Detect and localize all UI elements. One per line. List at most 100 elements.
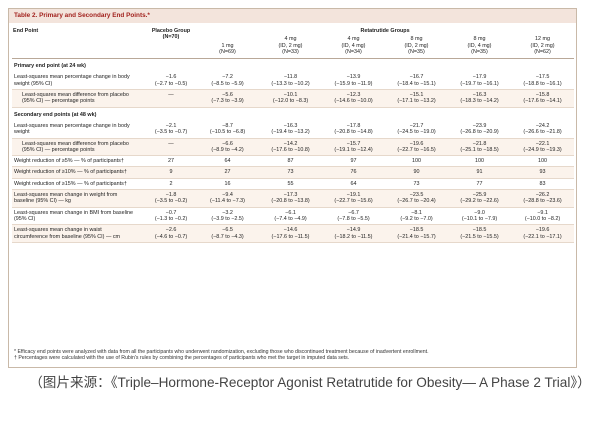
cell-line: 100 [538, 158, 548, 165]
cell: −16.3 (−18.3 to −14.2) [448, 89, 511, 108]
column-header: 8 mg (ID, 2 mg) (N=35) [385, 35, 448, 60]
cell: −10.1 (−12.0 to −8.3) [259, 89, 322, 108]
cell-line: (−21.4 to −15.7) [397, 233, 436, 240]
cell: −23.5 (−26.7 to −20.4) [385, 189, 448, 208]
cell-line: (−20.8 to −14.8) [334, 129, 373, 136]
cell-line: −16.3 [283, 122, 298, 129]
cell-line: 2 [169, 180, 173, 187]
cell: −18.5 (−21.5 to −15.5) [448, 224, 511, 243]
data-row: Least-squares mean change in weight from… [12, 189, 575, 208]
end-point-header: End Point [12, 27, 146, 60]
header-line: 4 mg [284, 36, 297, 43]
cell-line: −23.5 [409, 192, 424, 199]
cell-line: (−13.3 to −10.2) [271, 80, 310, 87]
cell-line: −3.2 [222, 209, 233, 216]
cell: −25.9 (−29.2 to −22.6) [448, 189, 511, 208]
data-row: Weight reduction of ≥5% — % of participa… [12, 155, 575, 168]
cell: −6.1 (−7.4 to −4.9) [259, 207, 322, 226]
cell: 91 [448, 166, 511, 179]
cell-line: (−18.3 to −14.2) [460, 98, 499, 105]
cell: −15.7 (−19.1 to −12.4) [322, 138, 385, 157]
cell: −17.3 (−20.8 to −13.8) [259, 189, 322, 208]
cell-line: −21.7 [409, 122, 424, 129]
table-frame: Table 2. Primary and Secondary End Point… [8, 8, 577, 368]
cell-line: −13.9 [346, 74, 361, 81]
cell: — [146, 89, 196, 108]
cell-line: (−19.4 to −13.2) [271, 129, 310, 136]
row-label: Weight reduction of ≥5% — % of participa… [12, 155, 146, 168]
cell-line: (−14.6 to −10.0) [334, 98, 373, 105]
cell-line: −6.5 [222, 227, 233, 234]
cell: −0.7 (−1.3 to −0.2) [146, 207, 196, 226]
header-line: (ID, 4 mg) [467, 42, 492, 49]
table-title: Table 2. Primary and Secondary End Point… [9, 9, 576, 23]
row-label: Least-squares mean difference from place… [12, 138, 146, 157]
cell-line: (−8.9 to −4.2) [211, 146, 244, 153]
cell-line: −11.8 [283, 74, 298, 81]
cell-line: 77 [476, 180, 483, 187]
footnote: * Efficacy end points were analyzed with… [14, 349, 429, 355]
cell-line: −17.8 [346, 122, 361, 129]
header-line: (ID, 4 mg) [341, 42, 366, 49]
cell-line: −6.1 [285, 209, 296, 216]
data-row: Least-squares mean change in waist circu… [12, 224, 575, 243]
cell-line: −22.1 [535, 140, 550, 147]
row-label: Least-squares mean percentage change in … [12, 120, 146, 139]
cell: 55 [259, 178, 322, 191]
section-row: Secondary end points (at 48 wk) [12, 107, 574, 121]
cell-line: −9.0 [474, 209, 485, 216]
column-header: 12 mg (ID, 2 mg) (N=62) [511, 35, 575, 60]
cell-line: −24.2 [535, 122, 550, 129]
placebo-header: Placebo Group (N=70) [146, 27, 196, 60]
results-table: End Point Placebo Group (N=70) Retatrutide … [12, 27, 575, 243]
cell-line: 83 [539, 180, 546, 187]
cell: −9.0 (−10.1 to −7.9) [448, 207, 511, 226]
cell-line: −21.8 [472, 140, 487, 147]
cell: −7.2 (−8.5 to −5.9) [196, 72, 259, 91]
header-line: 4 mg [347, 36, 360, 43]
cell: −19.6 (−22.7 to −16.5) [385, 138, 448, 157]
cell-line: (−2.7 to −0.5) [154, 80, 188, 87]
cell-line: −1.8 [165, 192, 177, 199]
cell-line: (−17.6 to −10.8) [271, 146, 310, 153]
data-row: Least-squares mean percentage change in … [12, 120, 575, 139]
cell-line: 93 [539, 169, 546, 176]
column-header: 4 mg (ID, 2 mg) (N=33) [259, 35, 322, 60]
cell: −17.8 (−20.8 to −14.8) [322, 120, 385, 139]
section-row: Primary end point (at 24 wk) [12, 59, 574, 73]
cell-line: (−11.4 to −7.3) [210, 198, 245, 205]
cell: 93 [511, 166, 575, 179]
cell: −14.6 (−17.6 to −11.5) [259, 224, 322, 243]
cell-line: −1.6 [165, 74, 177, 81]
cell-line: 97 [350, 158, 357, 165]
header-line: (N=70) [162, 34, 180, 41]
cell-line: (−24.5 to −19.0) [397, 129, 436, 136]
cell-line: (−21.5 to −15.5) [460, 233, 499, 240]
cell-line: −15.8 [535, 92, 550, 99]
cell-line: −7.2 [222, 74, 233, 81]
cell-line: −19.1 [346, 192, 361, 199]
cell-line: (−15.9 to −11.9) [334, 80, 373, 87]
cell-line: (−3.5 to −0.2) [154, 198, 188, 205]
cell: 83 [511, 178, 575, 191]
header-row: 1 mg (N=69) 4 mg (ID, 2 mg) (N=33) 4 mg (ID, 4… [12, 35, 575, 60]
cell: −9.4 (−11.4 to −7.3) [196, 189, 259, 208]
cell-line: (−22.7 to −15.6) [334, 198, 373, 205]
cell-line: −19.6 [409, 140, 424, 147]
cell-line: 73 [287, 169, 294, 176]
cell-line: (−17.6 to −11.5) [271, 233, 310, 240]
cell-line: 27 [224, 169, 231, 176]
cell: −13.9 (−15.9 to −11.9) [322, 72, 385, 91]
header-line: 8 mg [410, 36, 423, 43]
cell: −19.1 (−22.7 to −15.6) [322, 189, 385, 208]
cell: 100 [511, 155, 575, 168]
cell-line: (−26.7 to −20.4) [397, 198, 436, 205]
header-line: 8 mg [473, 36, 486, 43]
column-header: 8 mg (ID, 4 mg) (N=35) [448, 35, 511, 60]
cell: −6.7 (−7.8 to −5.5) [322, 207, 385, 226]
cell-line: (−9.2 to −7.0) [400, 215, 433, 222]
cell-line: 90 [413, 169, 420, 176]
cell-line: −14.2 [283, 140, 298, 147]
cell-line: −15.1 [409, 92, 424, 99]
